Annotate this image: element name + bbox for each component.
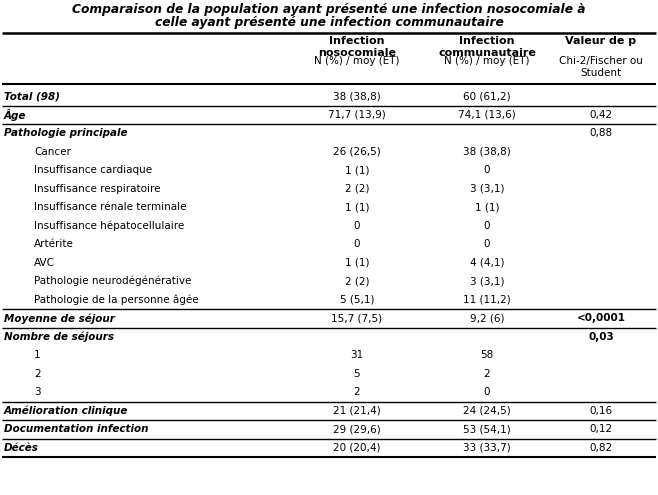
Text: celle ayant présenté une infection communautaire: celle ayant présenté une infection commu… bbox=[155, 16, 503, 29]
Text: 3 (3,1): 3 (3,1) bbox=[470, 276, 504, 286]
Text: 20 (20,4): 20 (20,4) bbox=[333, 443, 381, 453]
Text: 15,7 (7,5): 15,7 (7,5) bbox=[332, 313, 382, 323]
Text: 2 (2): 2 (2) bbox=[345, 184, 369, 194]
Text: 0: 0 bbox=[484, 239, 490, 249]
Text: 38 (38,8): 38 (38,8) bbox=[463, 147, 511, 157]
Text: 0: 0 bbox=[354, 239, 360, 249]
Text: 4 (4,1): 4 (4,1) bbox=[470, 258, 504, 268]
Text: Infection
nosocomiale: Infection nosocomiale bbox=[318, 36, 396, 57]
Text: 5: 5 bbox=[354, 369, 361, 379]
Text: 60 (61,2): 60 (61,2) bbox=[463, 91, 511, 101]
Text: 2: 2 bbox=[34, 369, 41, 379]
Text: 0,82: 0,82 bbox=[590, 443, 613, 453]
Text: 0,42: 0,42 bbox=[590, 110, 613, 120]
Text: 24 (24,5): 24 (24,5) bbox=[463, 406, 511, 416]
Text: 53 (54,1): 53 (54,1) bbox=[463, 424, 511, 434]
Text: 1 (1): 1 (1) bbox=[345, 202, 369, 212]
Text: 74,1 (13,6): 74,1 (13,6) bbox=[458, 110, 516, 120]
Text: 0: 0 bbox=[484, 387, 490, 397]
Text: 0: 0 bbox=[484, 165, 490, 175]
Text: <0,0001: <0,0001 bbox=[576, 313, 626, 323]
Text: 2: 2 bbox=[354, 387, 361, 397]
Text: AVC: AVC bbox=[34, 258, 55, 268]
Text: 2: 2 bbox=[484, 369, 490, 379]
Text: 3: 3 bbox=[34, 387, 41, 397]
Text: 31: 31 bbox=[350, 350, 364, 360]
Text: Comparaison de la population ayant présenté une infection nosocomiale à: Comparaison de la population ayant prése… bbox=[72, 3, 586, 16]
Text: 1 (1): 1 (1) bbox=[345, 165, 369, 175]
Text: Documentation infection: Documentation infection bbox=[4, 424, 149, 434]
Text: Âge: Âge bbox=[4, 109, 26, 121]
Text: N (%) / moy (ET): N (%) / moy (ET) bbox=[444, 56, 530, 66]
Text: Total (98): Total (98) bbox=[4, 91, 60, 101]
Text: 1 (1): 1 (1) bbox=[475, 202, 499, 212]
Text: Pathologie de la personne âgée: Pathologie de la personne âgée bbox=[34, 295, 199, 305]
Text: Insuffisance rénale terminale: Insuffisance rénale terminale bbox=[34, 202, 186, 212]
Text: 0,03: 0,03 bbox=[588, 332, 614, 342]
Text: Amélioration clinique: Amélioration clinique bbox=[4, 405, 128, 416]
Text: N (%) / moy (ET): N (%) / moy (ET) bbox=[315, 56, 400, 66]
Text: Valeur de p: Valeur de p bbox=[565, 36, 636, 46]
Text: 11 (11,2): 11 (11,2) bbox=[463, 295, 511, 305]
Text: 38 (38,8): 38 (38,8) bbox=[333, 91, 381, 101]
Text: 58: 58 bbox=[480, 350, 494, 360]
Text: Pathologie principale: Pathologie principale bbox=[4, 128, 128, 138]
Text: 0,16: 0,16 bbox=[590, 406, 613, 416]
Text: 71,7 (13,9): 71,7 (13,9) bbox=[328, 110, 386, 120]
Text: 3 (3,1): 3 (3,1) bbox=[470, 184, 504, 194]
Text: Infection
communautaire: Infection communautaire bbox=[438, 36, 536, 57]
Text: Artérite: Artérite bbox=[34, 239, 74, 249]
Text: 1 (1): 1 (1) bbox=[345, 258, 369, 268]
Text: 2 (2): 2 (2) bbox=[345, 276, 369, 286]
Text: Insuffisance respiratoire: Insuffisance respiratoire bbox=[34, 184, 161, 194]
Text: 26 (26,5): 26 (26,5) bbox=[333, 147, 381, 157]
Text: Pathologie neurodégénérative: Pathologie neurodégénérative bbox=[34, 276, 191, 287]
Text: 33 (33,7): 33 (33,7) bbox=[463, 443, 511, 453]
Text: 21 (21,4): 21 (21,4) bbox=[333, 406, 381, 416]
Text: 0: 0 bbox=[484, 221, 490, 231]
Text: 5 (5,1): 5 (5,1) bbox=[340, 295, 374, 305]
Text: Chi-2/Fischer ou
Student: Chi-2/Fischer ou Student bbox=[559, 56, 643, 78]
Text: 0,88: 0,88 bbox=[590, 128, 613, 138]
Text: Insuffisance cardiaque: Insuffisance cardiaque bbox=[34, 165, 152, 175]
Text: Insuffisance hépatocellulaire: Insuffisance hépatocellulaire bbox=[34, 220, 184, 231]
Text: 1: 1 bbox=[34, 350, 41, 360]
Text: 29 (29,6): 29 (29,6) bbox=[333, 424, 381, 434]
Text: Nombre de séjours: Nombre de séjours bbox=[4, 332, 114, 342]
Text: 0: 0 bbox=[354, 221, 360, 231]
Text: 9,2 (6): 9,2 (6) bbox=[470, 313, 504, 323]
Text: Moyenne de séjour: Moyenne de séjour bbox=[4, 313, 115, 324]
Text: Cancer: Cancer bbox=[34, 147, 71, 157]
Text: Décès: Décès bbox=[4, 443, 39, 453]
Text: 0,12: 0,12 bbox=[590, 424, 613, 434]
